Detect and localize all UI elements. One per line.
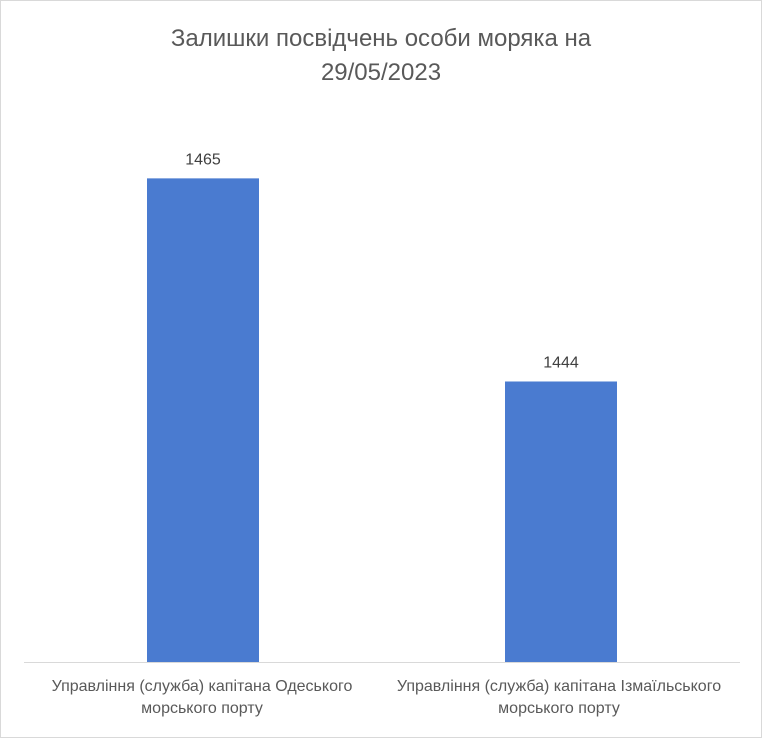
bar-0 bbox=[147, 178, 259, 662]
category-label-odesa: Управління (служба) капітана Одеського м… bbox=[22, 676, 382, 720]
category-label-izmail: Управління (служба) капітана Ізмаїльсько… bbox=[379, 676, 739, 720]
chart-title: Залишки посвідчень особи моряка на 29/05… bbox=[0, 22, 762, 90]
bar-1 bbox=[505, 381, 617, 662]
chart-title-line-1: Залишки посвідчень особи моряка на bbox=[170, 25, 592, 52]
category-label-izmail-line-1: Управління (служба) капітана Ізмаїльсько… bbox=[396, 678, 722, 695]
data-label-1: 1444 bbox=[543, 354, 579, 371]
category-label-odesa-line-2: морського порту bbox=[141, 700, 263, 717]
category-label-izmail-line-2: морського порту bbox=[498, 700, 620, 717]
category-label-odesa-line-1: Управління (служба) капітана Одеського bbox=[51, 678, 353, 695]
data-label-0: 1465 bbox=[185, 151, 221, 168]
chart-title-line-2: 29/05/2023 bbox=[320, 59, 442, 86]
